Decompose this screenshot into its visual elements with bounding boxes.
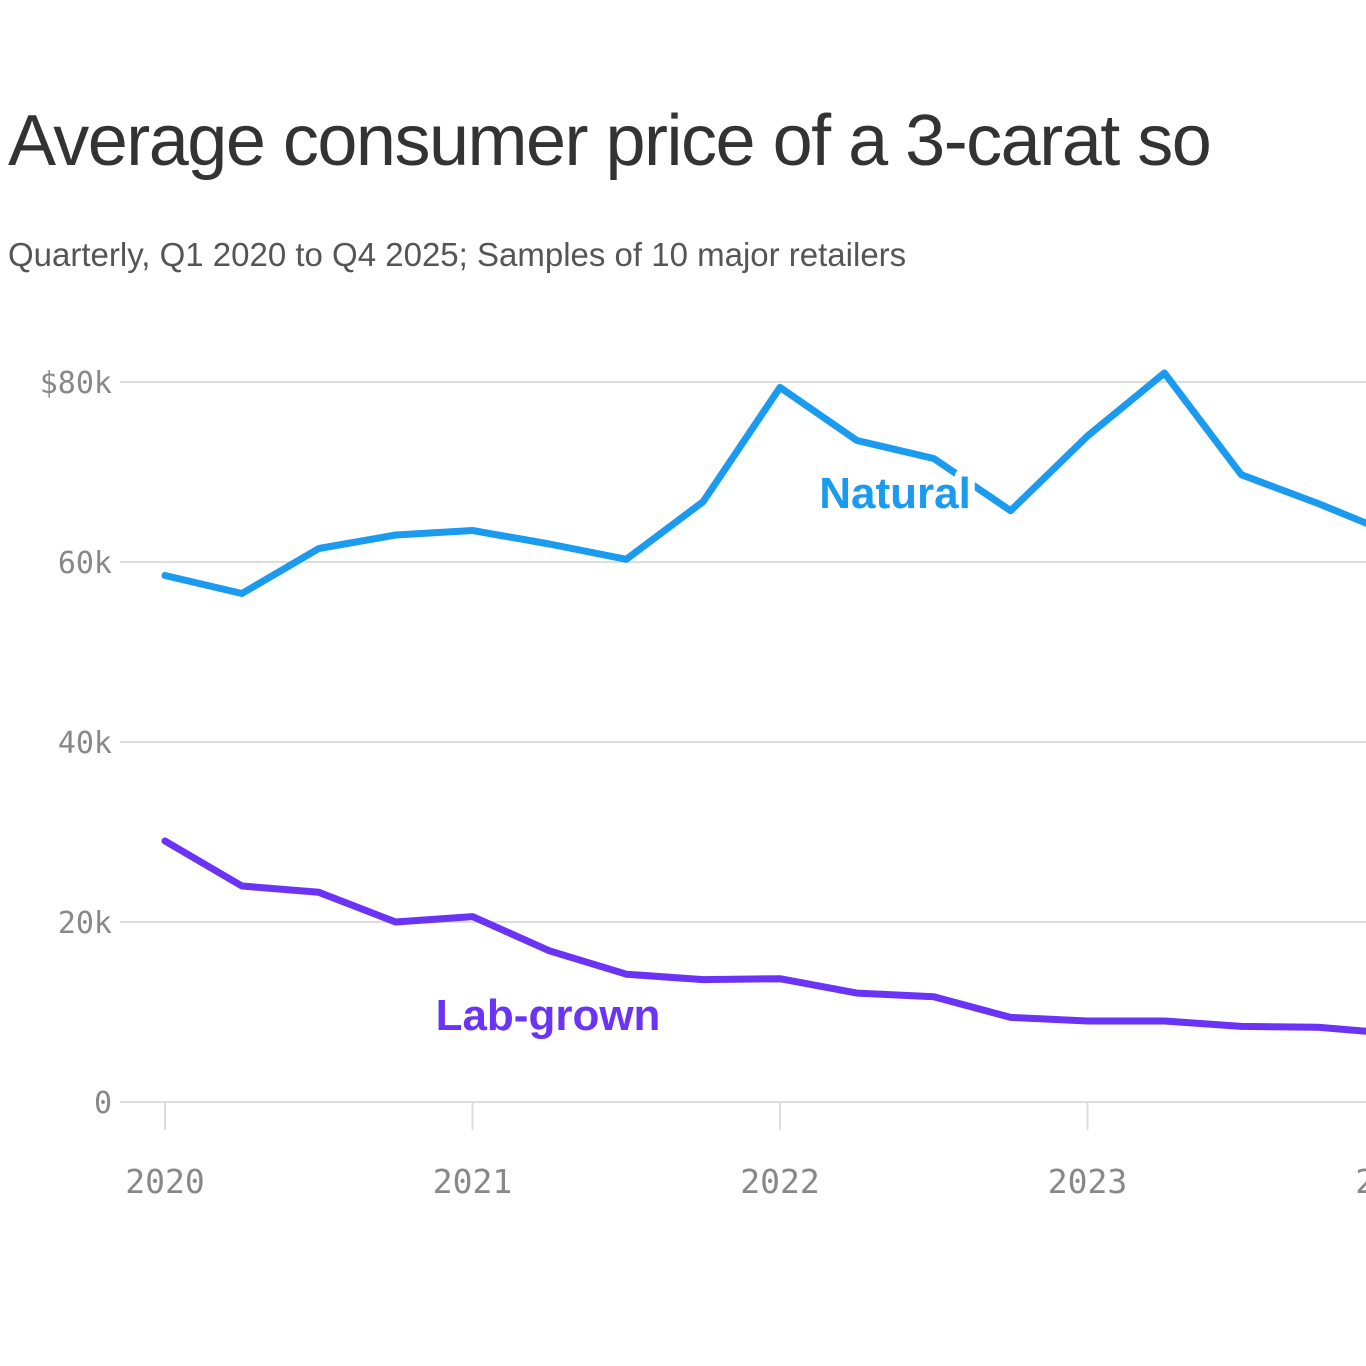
series-lines xyxy=(161,369,1366,1035)
y-tick-label: $80k xyxy=(40,366,112,401)
gridlines xyxy=(120,381,1366,1103)
series-line-natural xyxy=(161,369,1366,597)
x-tick-label: 2021 xyxy=(433,1162,512,1201)
y-axis: 0 20k 40k 60k $80k xyxy=(40,366,112,1121)
y-tick-label: 20k xyxy=(58,906,112,941)
series-line-lab-grown xyxy=(161,837,1366,1035)
chart-title: Average consumer price of a 3-carat so xyxy=(8,101,1212,181)
y-tick-label: 0 xyxy=(94,1086,112,1121)
y-tick-label: 40k xyxy=(58,726,112,761)
x-tick-label: 2024 xyxy=(1355,1162,1366,1201)
chart-subtitle: Quarterly, Q1 2020 to Q4 2025; Samples o… xyxy=(8,236,907,273)
x-tick-label: 2023 xyxy=(1048,1162,1127,1201)
y-tick-label: 60k xyxy=(58,546,112,581)
series-labels: Natural Lab-grown xyxy=(429,462,978,1047)
series-label: Natural xyxy=(819,469,971,518)
series-label: Lab-grown xyxy=(436,991,661,1040)
x-axis: 2020 2021 2022 2023 2024 xyxy=(125,1102,1366,1201)
x-tick-label: 2020 xyxy=(125,1162,204,1201)
x-tick-label: 2022 xyxy=(740,1162,819,1201)
